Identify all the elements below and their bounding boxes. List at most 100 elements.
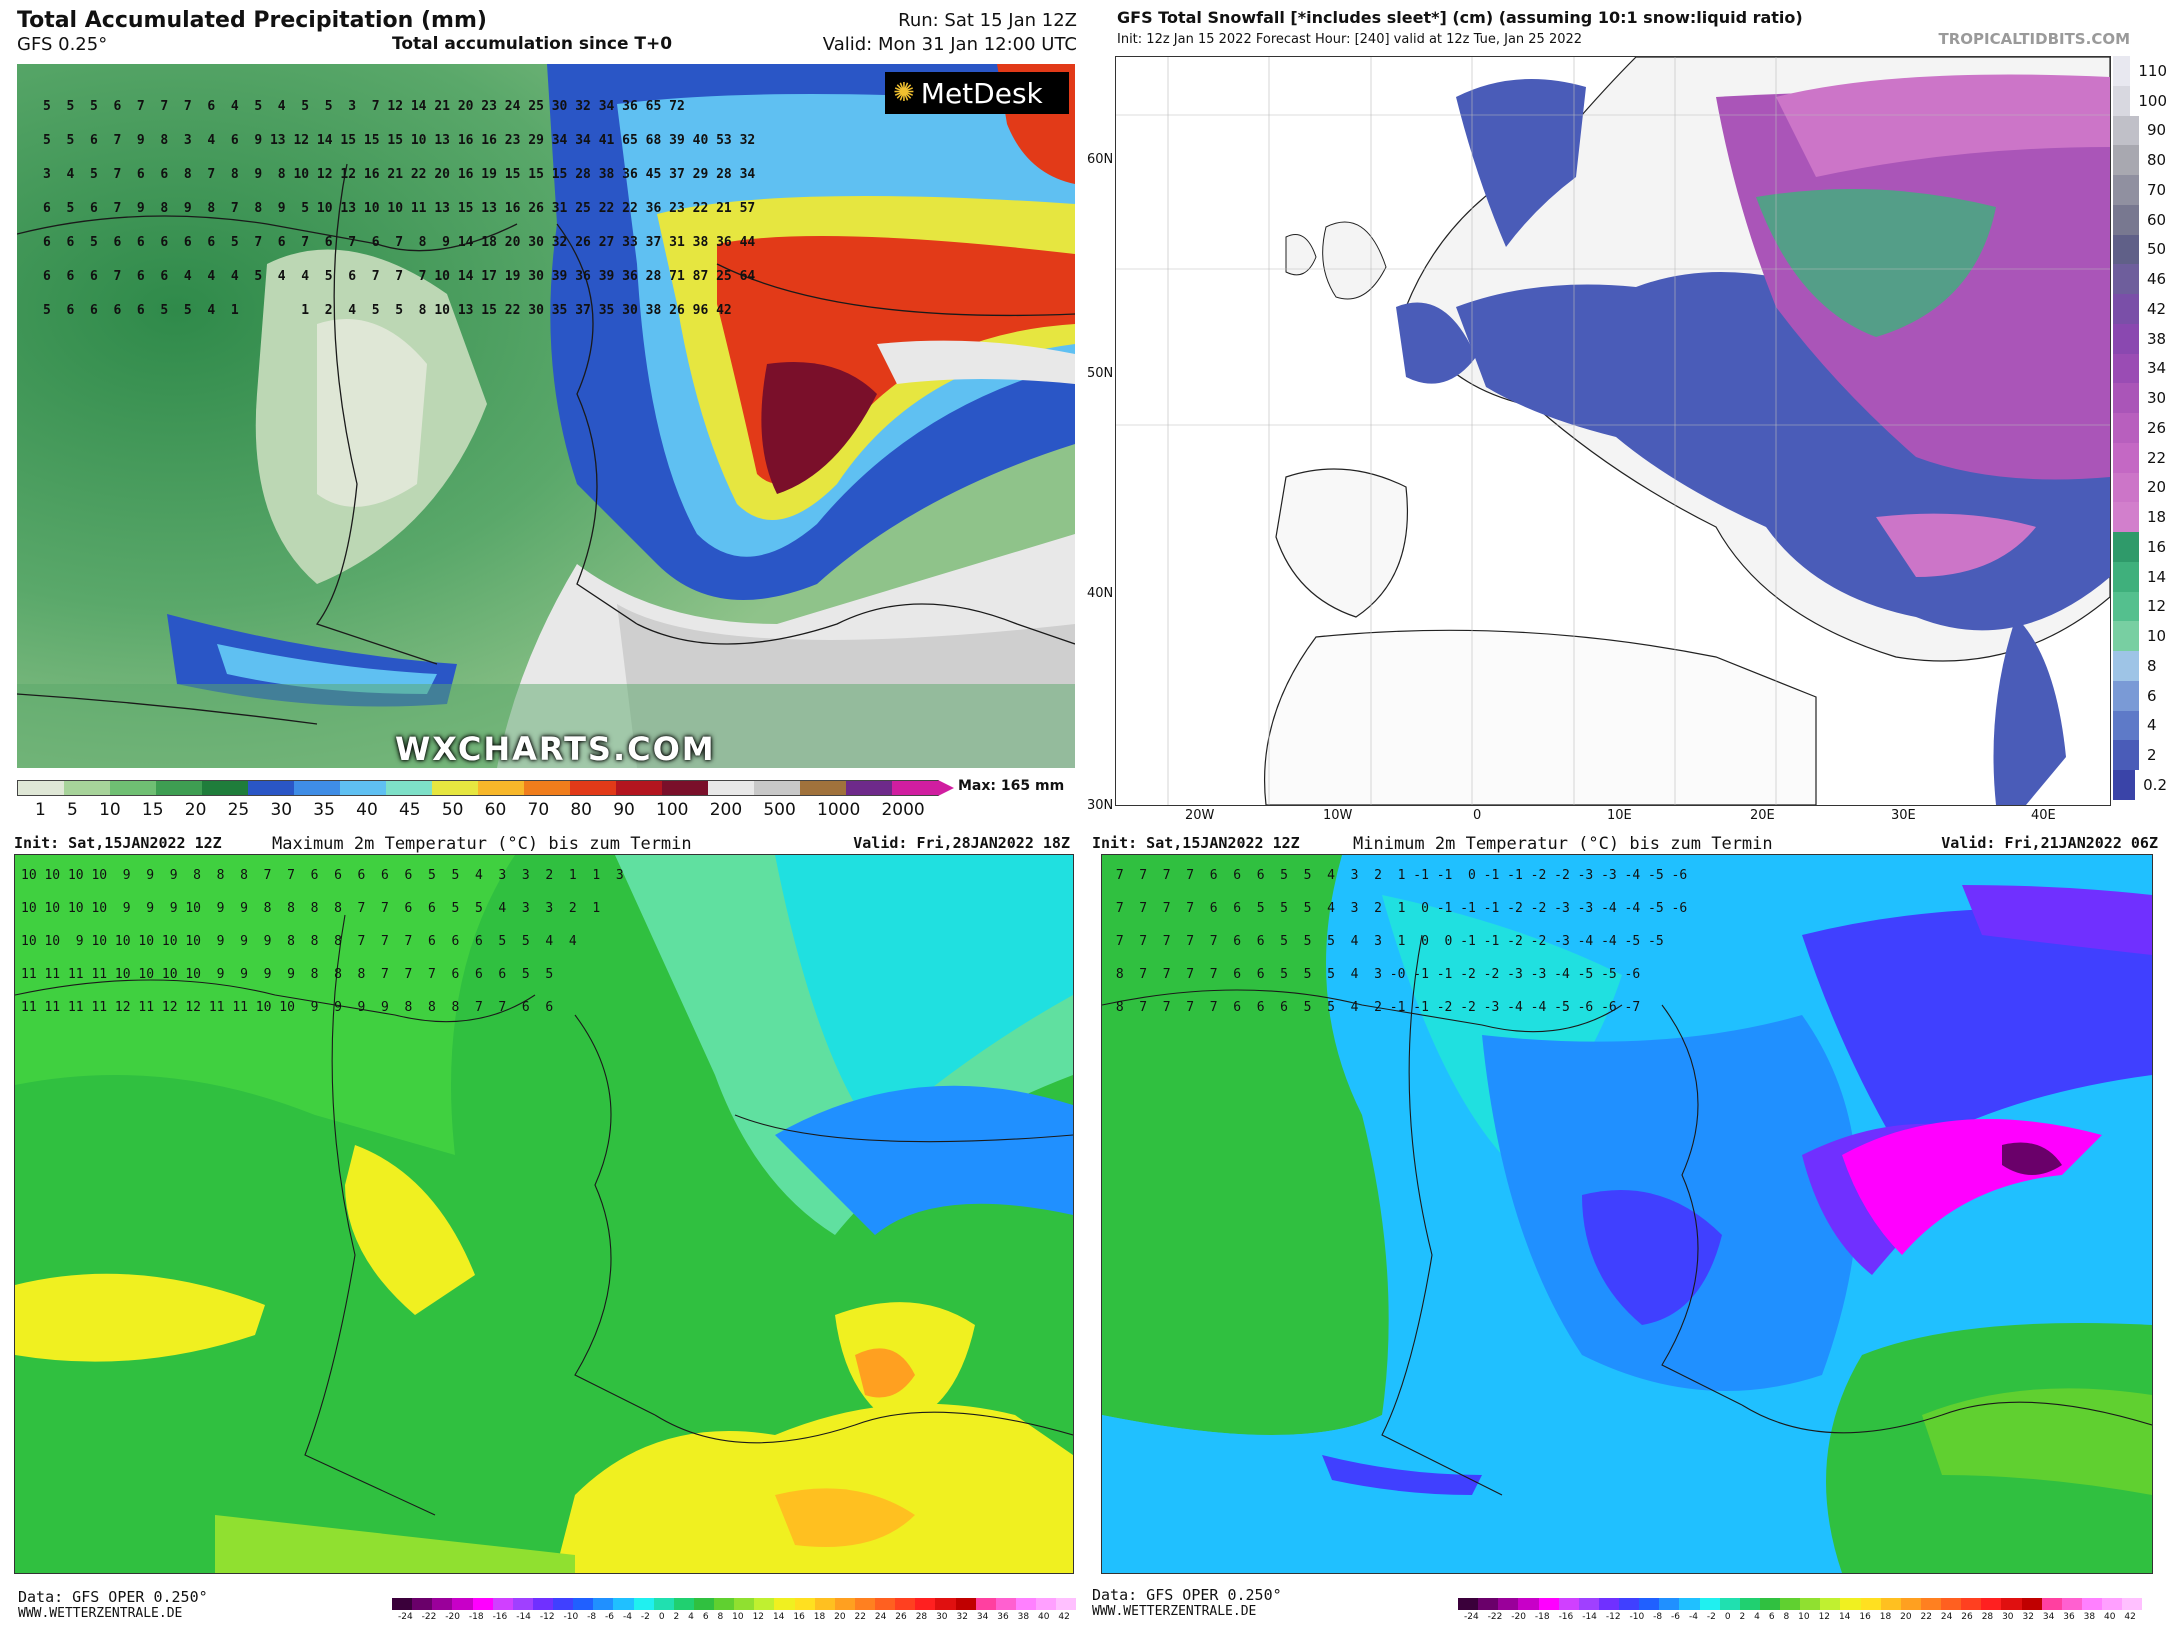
- tmax-panel: Init: Sat,15JAN2022 12Z Maximum 2m Tempe…: [0, 830, 1085, 1638]
- tmin-colorbar-label: -14: [1582, 1612, 1597, 1622]
- tmin-colorbar: [1458, 1598, 2143, 1610]
- snow-map: [1115, 56, 2111, 806]
- tmax-colorbar-label: 36: [997, 1612, 1009, 1622]
- tmax-colorbar-label: -14: [516, 1612, 531, 1622]
- snow-colorbar-label: 70: [2147, 180, 2167, 199]
- snow-lon-20w: 20W: [1185, 808, 1215, 823]
- tmax-colorbar-label: 8: [717, 1612, 724, 1622]
- precip-title: Total Accumulated Precipitation (mm): [17, 8, 487, 33]
- snow-colorbar-swatch: [2113, 204, 2139, 235]
- snow-colorbar-row: 2: [2113, 740, 2167, 770]
- tmin-colorbar-swatch: [2001, 1598, 2022, 1610]
- tmax-colorbar-swatch: [532, 1598, 553, 1610]
- snow-colorbar-label: 16: [2147, 537, 2167, 556]
- precip-colorbar-label: 40: [356, 800, 378, 820]
- precip-model: GFS 0.25°: [17, 34, 108, 55]
- tmax-colorbar-label: 10: [732, 1612, 744, 1622]
- snow-colorbar-row: 50: [2113, 234, 2167, 265]
- tmin-colorbar-swatch: [1920, 1598, 1941, 1610]
- snow-colorbar-swatch: [2113, 502, 2139, 532]
- tmin-valid: Valid: Fri,21JAN2022 06Z: [1941, 834, 2158, 852]
- tmin-colorbar-label: 4: [1754, 1612, 1760, 1622]
- tmin-colorbar-label: 16: [1859, 1612, 1871, 1622]
- snow-colorbar-swatch: [2113, 234, 2139, 265]
- tmax-colorbar-label: -4: [622, 1612, 632, 1622]
- snow-colorbar-row: 22: [2113, 442, 2167, 473]
- tmax-colorbar-swatch: [432, 1598, 453, 1610]
- precip-colorbar-swatch: [340, 781, 386, 795]
- tmin-colorbar-label: -20: [1511, 1612, 1526, 1622]
- snow-colorbar-row: 34: [2113, 353, 2167, 384]
- tmin-colorbar-labels: -24 -22 -20 -18 -16 -14 -12 -10 -8 -6 -4 -2 0 2 4 6 8 10 1…: [1464, 1612, 2136, 1622]
- snow-colorbar-row: 14: [2113, 561, 2167, 592]
- precip-colorbar-label: 25: [227, 800, 250, 820]
- tmax-colorbar-swatch: [673, 1598, 694, 1610]
- precip-colorbar: [17, 780, 939, 796]
- tmin-colorbar-label: -16: [1558, 1612, 1574, 1622]
- tmin-colorbar-swatch: [2061, 1598, 2082, 1610]
- precip-colorbar-labels: 1 5 10 15 20 25 30 35 40 45 50 60 70 80 90 100 200 500 100…: [35, 800, 925, 820]
- precip-colorbar-swatch: [708, 781, 754, 795]
- snow-colorbar-swatch: [2113, 591, 2139, 622]
- snow-colorbar-label: 30: [2147, 389, 2167, 408]
- tmin-panel: Init: Sat,15JAN2022 12Z Minimum 2m Tempe…: [1085, 830, 2170, 1638]
- snow-colorbar-label: 80: [2147, 151, 2167, 170]
- tmax-colorbar-swatch: [412, 1598, 433, 1610]
- precip-subtitle: Total accumulation since T+0: [392, 34, 673, 54]
- snow-colorbar-label: 90: [2147, 121, 2167, 140]
- tmax-map-graphic: [15, 855, 1073, 1573]
- precip-colorbar-label: 15: [141, 800, 164, 820]
- snow-colorbar-row: 38: [2113, 323, 2167, 354]
- tmin-colorbar-swatch: [1719, 1598, 1740, 1610]
- snow-colorbar-row: 18: [2113, 502, 2167, 532]
- tmax-colorbar-label: -12: [539, 1612, 555, 1622]
- snow-colorbar-row: 30: [2113, 383, 2167, 413]
- snow-colorbar-swatch: [2113, 294, 2139, 324]
- tmax-colorbar-label: -24: [398, 1612, 413, 1622]
- tmax-colorbar-label: 12: [752, 1612, 765, 1622]
- tmax-valid: Valid: Fri,28JAN2022 18Z: [853, 834, 1070, 852]
- tmax-colorbar-swatch: [794, 1598, 815, 1610]
- tmax-colorbar-labels: -24 -22 -20 -18 -16 -14 -12 -10 -8 -6 -4 -2 0 2 4 6 8 10 1…: [398, 1612, 1070, 1622]
- snow-colorbar-label: 18: [2147, 508, 2167, 527]
- tmax-colorbar-swatch: [573, 1598, 594, 1610]
- snow-colorbar-row: 60: [2113, 204, 2167, 235]
- tmax-colorbar-swatch: [392, 1598, 413, 1610]
- snow-colorbar-label: 4: [2147, 716, 2157, 735]
- tmax-colorbar-swatch: [593, 1598, 614, 1610]
- tmin-colorbar-label: -4: [1688, 1612, 1698, 1622]
- precip-colorbar-swatch: [524, 781, 570, 795]
- precip-colorbar-swatch: [616, 781, 662, 795]
- snow-lat-50n: 50N: [1087, 366, 1114, 381]
- snow-colorbar-row: 80: [2113, 145, 2167, 175]
- tmin-colorbar-swatch: [1780, 1598, 1801, 1610]
- precip-colorbar-label: 80: [570, 800, 592, 820]
- snow-colorbar-row: 110: [2113, 56, 2167, 86]
- precip-colorbar-label: 200: [709, 800, 743, 820]
- snow-colorbar-swatch: [2113, 680, 2139, 711]
- tmax-colorbar-label: 40: [1038, 1612, 1050, 1622]
- snow-panel: GFS Total Snowfall [*includes sleet*] (c…: [1085, 0, 2170, 830]
- tmin-colorbar-label: -2: [1706, 1612, 1716, 1622]
- snow-colorbar-row: 20: [2113, 472, 2167, 503]
- tmax-colorbar-label: -2: [640, 1612, 650, 1622]
- snow-colorbar-label: 22: [2147, 448, 2167, 467]
- tmin-values: 7 7 7 7 6 6 6 5 5 4 3 2 1 -1 -1 0 -1 -1 …: [1115, 868, 1688, 1015]
- tmax-colorbar-swatch: [714, 1598, 735, 1610]
- precip-colorbar-label: 30: [270, 800, 293, 820]
- snow-colorbar-swatch: [2113, 175, 2139, 205]
- precip-colorbar-label: 2000: [881, 800, 925, 820]
- tmin-colorbar-swatch: [1800, 1598, 1821, 1610]
- tmin-colorbar-swatch: [2041, 1598, 2062, 1610]
- tmax-colorbar-swatch: [633, 1598, 654, 1610]
- snow-colorbar-swatch: [2113, 56, 2131, 86]
- tmax-colorbar-swatch: [1015, 1598, 1036, 1610]
- precip-map-graphic: [17, 64, 1075, 768]
- tmin-colorbar-label: 22: [1920, 1612, 1932, 1622]
- snow-colorbar-label: 2: [2147, 746, 2157, 765]
- snow-colorbar-row: 90: [2113, 115, 2167, 146]
- tmin-colorbar-swatch: [1518, 1598, 1539, 1610]
- snow-colorbar-row: 70: [2113, 175, 2167, 205]
- snow-colorbar-row: 10: [2113, 621, 2167, 651]
- tmax-colorbar-swatch: [955, 1598, 976, 1610]
